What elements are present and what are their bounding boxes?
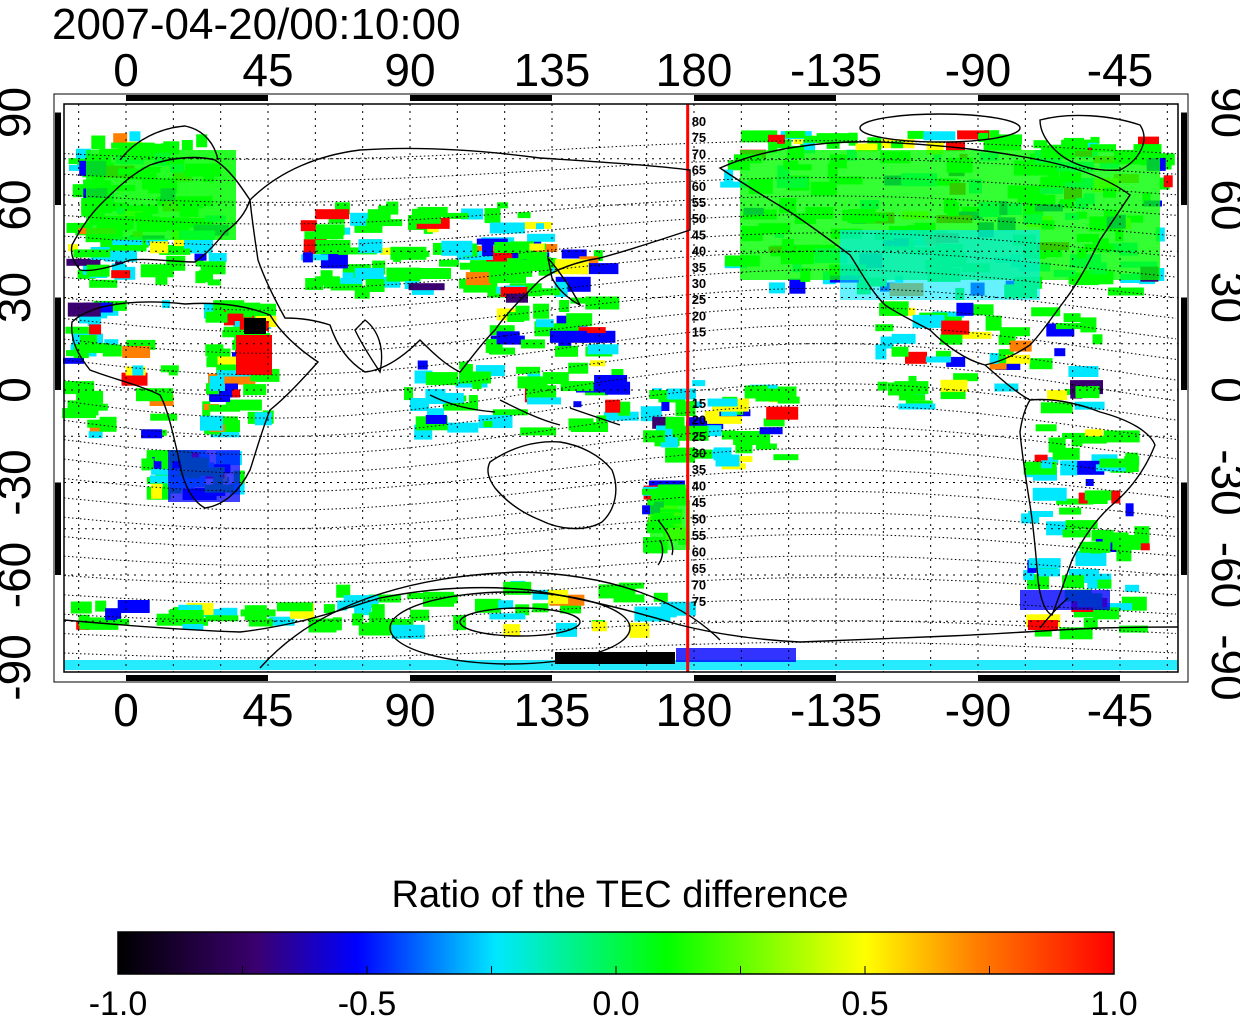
right-latitude-label: 0: [1202, 377, 1240, 403]
bottom-longitude-label: 45: [242, 684, 293, 736]
top-longitude-label: -135: [790, 44, 882, 96]
coastline-europe: [70, 156, 251, 272]
contour-lines: 8075706560555045403530252015152025303540…: [63, 104, 1177, 672]
contour-label: 25: [692, 429, 706, 444]
left-latitude-label: 0: [0, 377, 40, 403]
colorbar: [117, 931, 1115, 975]
top-longitude-label: 45: [242, 44, 293, 96]
contour-label: 65: [692, 163, 706, 178]
coastline-antarctic-peninsula: [1039, 597, 1069, 629]
contour-label: 45: [692, 227, 706, 242]
left-latitude-label: 30: [0, 272, 40, 323]
colorbar-title: Ratio of the TEC difference: [391, 874, 849, 916]
contour-label: 60: [692, 545, 706, 560]
contour-label: 50: [692, 211, 706, 226]
contour-label: 75: [692, 594, 706, 609]
contour-label: 45: [692, 495, 706, 510]
contour-label: 40: [692, 479, 706, 494]
coastline-australia: [487, 440, 617, 530]
left-latitude-label: 90: [0, 87, 40, 138]
coastline-central-america: [984, 364, 1031, 401]
colorbar-tick-label: 0.5: [841, 985, 889, 1023]
axis-labels: 0 45 90 135 180 -135 -90 -45 0 45 90 135 180 -135 -90 -…: [0, 44, 1240, 736]
map-title: 2007-04-20/00:10:00: [52, 0, 461, 49]
coastline-africa: [71, 301, 320, 509]
colorbar-tick-label: -1.0: [88, 985, 148, 1023]
contour-label: 25: [692, 292, 706, 307]
contour-label: 40: [692, 244, 706, 259]
right-latitude-label: -60: [1202, 542, 1240, 608]
bottom-longitude-label: -135: [790, 684, 882, 736]
top-longitude-label: 0: [113, 44, 139, 96]
top-longitude-label: 135: [514, 44, 591, 96]
bottom-longitude-label: 0: [113, 684, 139, 736]
right-latitude-label: 30: [1202, 272, 1240, 323]
coastline-greenland: [1039, 114, 1145, 172]
contour-label: 20: [692, 413, 706, 428]
tec-data-layer: [62, 130, 1178, 670]
contour-label: 15: [692, 325, 706, 340]
left-latitude-label: -90: [0, 634, 40, 700]
left-latitude-label: -60: [0, 542, 40, 608]
top-longitude-label: 90: [384, 44, 435, 96]
colorbar-tick-label: 1.0: [1090, 985, 1138, 1023]
left-latitude-label: 60: [0, 179, 40, 230]
contour-label: 35: [692, 260, 706, 275]
contour-label: 30: [692, 276, 706, 291]
contour-label: 55: [692, 195, 706, 210]
coastline-antarctica: [63, 586, 1179, 643]
coastline-india: [354, 319, 383, 374]
contour-label: 65: [692, 561, 706, 576]
contour-label: 30: [692, 446, 706, 461]
contour-label: 60: [692, 179, 706, 194]
top-longitude-label: -45: [1087, 44, 1153, 96]
colorbar-tick-label: 0.0: [592, 985, 640, 1023]
contour-label: 75: [692, 130, 706, 145]
right-latitude-label: -30: [1202, 449, 1240, 515]
coastline-asia: [249, 147, 691, 373]
contour-label: 70: [692, 146, 706, 161]
top-longitude-label: -90: [945, 44, 1011, 96]
bottom-longitude-label: 180: [656, 684, 733, 736]
bottom-longitude-label: 135: [514, 684, 591, 736]
coastline-south-america: [1019, 398, 1156, 616]
coastline-japan: [546, 255, 582, 307]
map-frame: [53, 93, 1189, 683]
colorbar-tick-label: -0.5: [337, 985, 397, 1023]
contour-label: 70: [692, 578, 706, 593]
left-latitude-label: -30: [0, 449, 40, 515]
top-longitude-label: 180: [656, 44, 733, 96]
right-latitude-label: 60: [1202, 179, 1240, 230]
coastline-scandinavia: [119, 125, 219, 161]
bottom-longitude-label: -45: [1087, 684, 1153, 736]
coastline-north-america: [718, 141, 1131, 366]
contour-label: 55: [692, 528, 706, 543]
contour-label: 50: [692, 512, 706, 527]
coastline-new-zealand: [657, 519, 674, 566]
right-latitude-label: 90: [1202, 87, 1240, 138]
contour-label: 35: [692, 462, 706, 477]
contour-label: 15: [692, 396, 706, 411]
contour-label: 20: [692, 308, 706, 323]
bottom-longitude-label: -90: [945, 684, 1011, 736]
contour-label: 80: [692, 114, 706, 129]
coastlines: [63, 114, 1179, 643]
bottom-longitude-label: 90: [384, 684, 435, 736]
coastline-indonesia: [429, 394, 621, 426]
right-latitude-label: -90: [1202, 634, 1240, 700]
